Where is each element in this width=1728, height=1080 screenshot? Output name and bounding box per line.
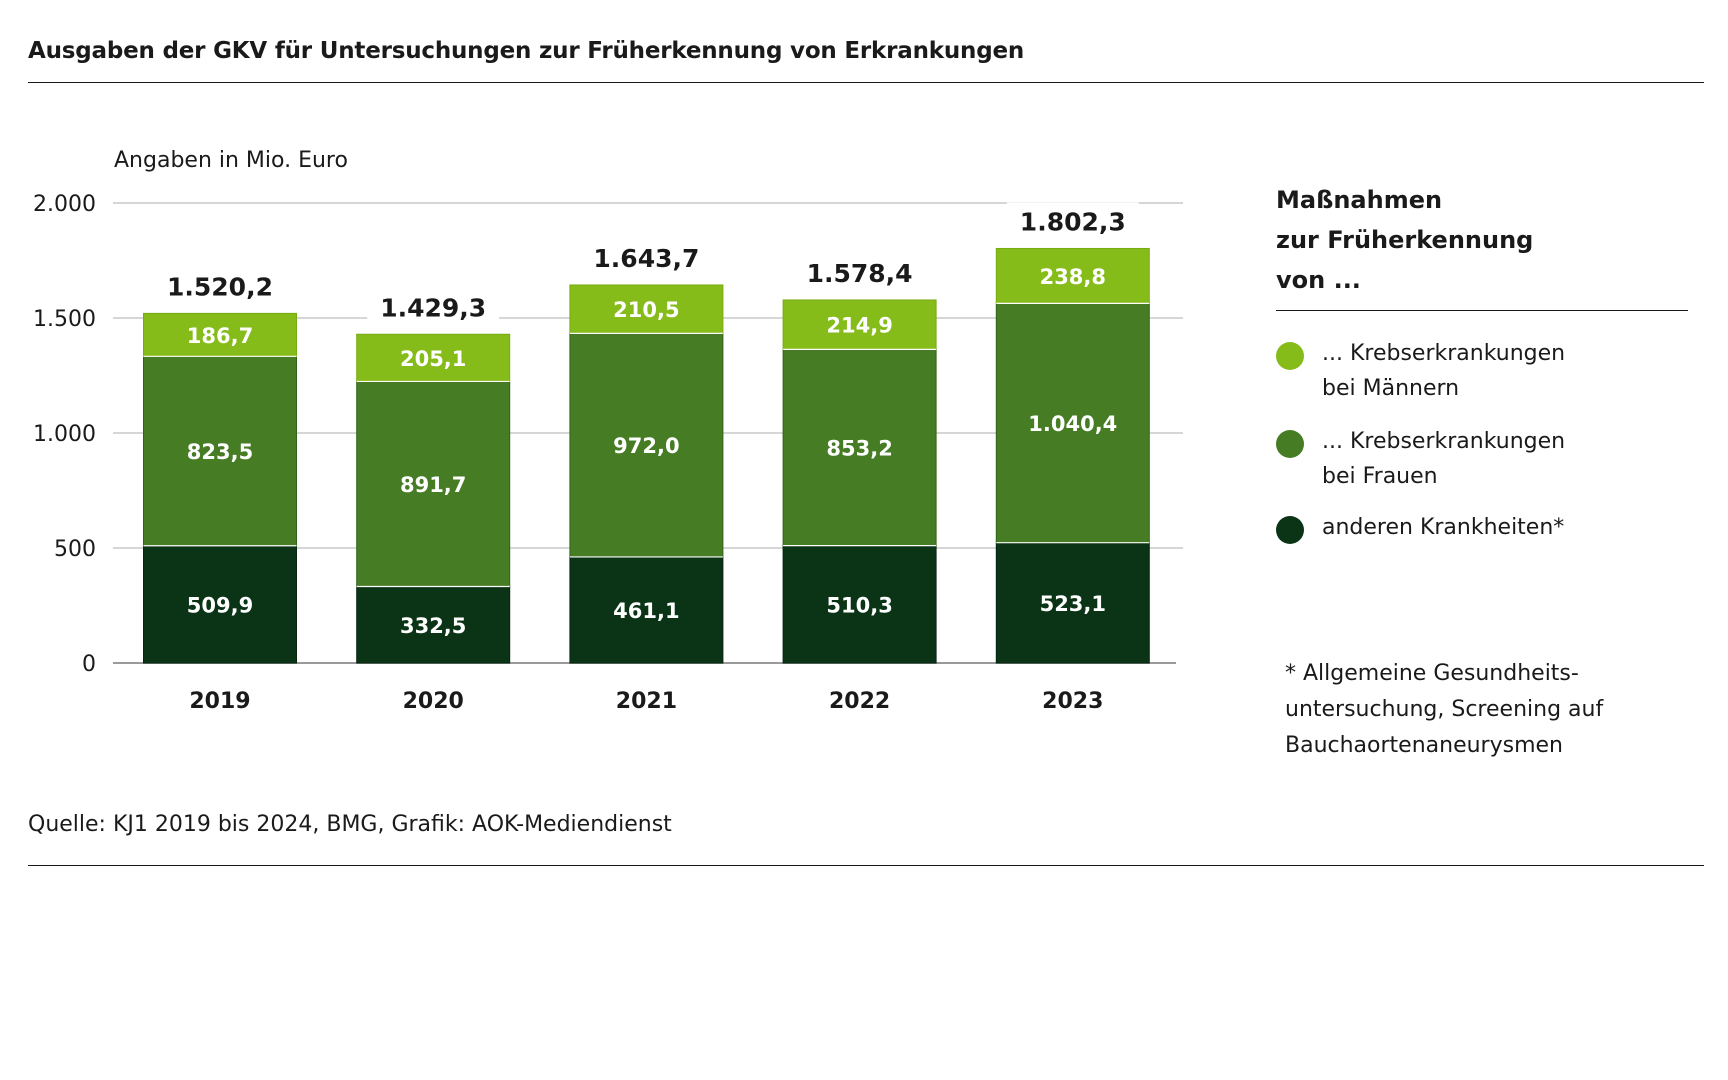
- legend-title: Maßnahmen zur Früherkennung von ...: [1276, 186, 1534, 294]
- bar-segment: [782, 545, 937, 664]
- total-label-background: [793, 253, 926, 290]
- bar-segment: [143, 355, 297, 547]
- total-value-label: 1.520,2: [167, 272, 273, 301]
- legend: Maßnahmen zur Früherkennung von ... ... …: [1276, 180, 1696, 544]
- data-labels: 509,9 823,5 186,7 1.520,2 2019 332,5 891,7 205,…: [154, 202, 1139, 714]
- y-axis-unit-label: Angaben in Mio. Euro: [114, 148, 348, 173]
- x-category-label: 2020: [403, 689, 464, 714]
- segment-value-label: 186,7: [187, 324, 253, 348]
- segment-value-label: 461,1: [613, 599, 679, 623]
- bar-segment: [569, 556, 724, 664]
- segment-value-label: 1.040,4: [1028, 412, 1117, 436]
- segment-value-label: 210,5: [613, 298, 679, 322]
- legend-item-other-diseases: anderen Krankheiten*: [1276, 514, 1564, 545]
- segment-value-label: 214,9: [826, 314, 892, 338]
- bar-segment: [782, 348, 937, 547]
- y-tick-label: 0: [82, 652, 96, 677]
- bar-segment: [356, 586, 511, 664]
- legend-label-women-cancer: ... Krebserkrankungen bei Frauen: [1322, 429, 1566, 489]
- segment-value-label: 972,0: [613, 434, 679, 458]
- bars: [143, 247, 1150, 664]
- legend-swatch-other-icon: [1276, 516, 1304, 544]
- total-value-label: 1.802,3: [1020, 207, 1126, 236]
- segment-value-label: 510,3: [826, 593, 892, 617]
- segment-value-label: 332,5: [400, 614, 466, 638]
- segment-value-label: 853,2: [826, 437, 892, 461]
- segment-value-label: 509,9: [187, 593, 253, 617]
- footnote: * Allgemeine Gesundheits- untersuchung, …: [1285, 661, 1604, 758]
- bar-segment: [356, 380, 511, 588]
- y-tick-label: 500: [54, 537, 96, 562]
- source-note: Quelle: KJ1 2019 bis 2024, BMG, Grafik: …: [28, 812, 672, 837]
- legend-divider: [1276, 310, 1688, 311]
- total-label-background: [580, 238, 713, 275]
- legend-swatch-women-icon: [1276, 430, 1304, 458]
- total-value-label: 1.578,4: [807, 259, 913, 288]
- x-category-label: 2022: [829, 689, 890, 714]
- segment-value-label: 823,5: [187, 440, 253, 464]
- bar-segment: [995, 542, 1150, 664]
- legend-label-other-diseases: anderen Krankheiten*: [1322, 515, 1565, 540]
- bar-segment: [356, 333, 511, 382]
- legend-item-men-cancer: ... Krebserkrankungen bei Männern: [1276, 340, 1565, 406]
- y-tick-label: 1.500: [33, 307, 96, 332]
- total-label-background: [154, 267, 286, 304]
- x-category-label: 2021: [616, 689, 677, 714]
- title-divider: [28, 82, 1704, 83]
- bar-segment: [995, 302, 1150, 544]
- total-label-background: [367, 288, 500, 325]
- total-value-label: 1.643,7: [593, 244, 699, 273]
- bottom-divider: [28, 865, 1704, 866]
- segment-value-label: 205,1: [400, 347, 466, 371]
- x-category-label: 2023: [1042, 689, 1103, 714]
- x-category-label: 2019: [189, 689, 250, 714]
- y-tick-label: 1.000: [33, 422, 96, 447]
- segment-value-label: 891,7: [400, 473, 466, 497]
- bar-segment: [995, 247, 1150, 304]
- chart-title: Ausgaben der GKV für Untersuchungen zur …: [28, 38, 1025, 64]
- bar-segment: [569, 332, 724, 558]
- bar-segment: [569, 284, 724, 334]
- segment-value-label: 523,1: [1040, 592, 1106, 616]
- y-tick-label: 2.000: [33, 192, 96, 217]
- legend-swatch-men-icon: [1276, 342, 1304, 370]
- total-value-label: 1.429,3: [380, 293, 486, 322]
- legend-item-women-cancer: ... Krebserkrankungen bei Frauen: [1276, 428, 1565, 494]
- bar-segment: [782, 299, 937, 350]
- stacked-bar-chart: 0 500 1.000 1.500 2.000 509,9 823,5 186,7 1.520…: [33, 192, 1183, 714]
- segment-value-label: 238,8: [1040, 265, 1106, 289]
- legend-label-men-cancer: ... Krebserkrankungen bei Männern: [1322, 341, 1566, 401]
- total-label-background: [1006, 202, 1139, 239]
